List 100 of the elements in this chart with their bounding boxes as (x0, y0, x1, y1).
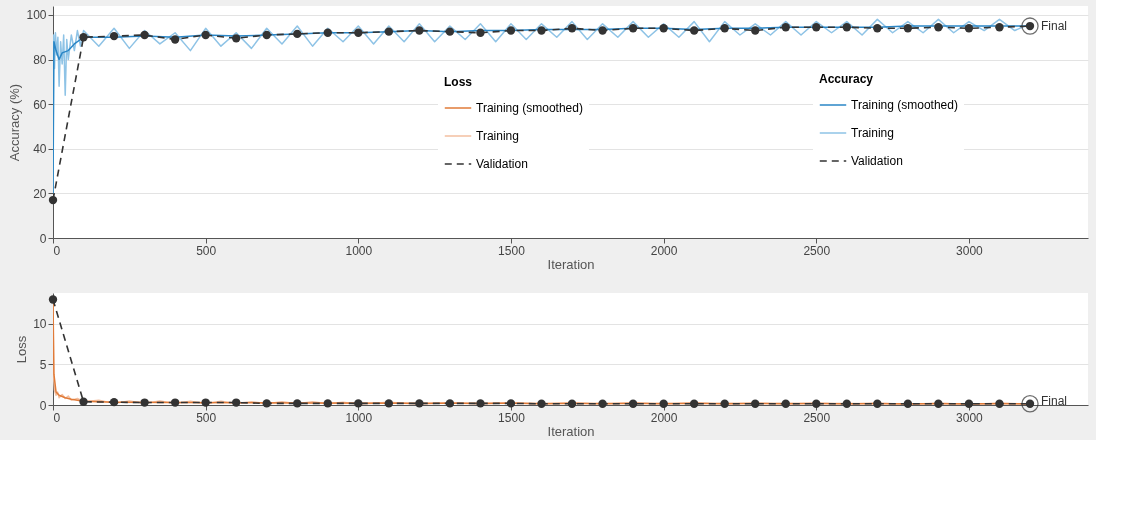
legend-title: Accuracy (819, 72, 874, 86)
x-axis-title: Iteration (547, 256, 595, 272)
x-tick-label: 1500 (498, 243, 526, 258)
point (812, 399, 821, 408)
point (384, 399, 394, 408)
y-tick-label: 80 (33, 53, 47, 68)
point (934, 23, 943, 32)
point (751, 26, 760, 35)
point (201, 30, 210, 40)
point (384, 27, 394, 36)
x-tick-label: 0 (53, 243, 61, 258)
point (323, 399, 332, 408)
point (232, 34, 241, 43)
x-tick-label: 500 (196, 410, 217, 425)
point (445, 399, 455, 408)
y-tick-label: 10 (33, 317, 47, 332)
x-tick-label: 1000 (345, 410, 373, 425)
point (354, 399, 363, 408)
point (262, 399, 271, 408)
point (537, 399, 546, 408)
point (903, 399, 913, 408)
legend-label: Training (smoothed) (476, 101, 583, 115)
point (628, 399, 638, 408)
point (537, 26, 546, 35)
point (506, 26, 516, 35)
point (170, 398, 180, 407)
point (476, 399, 485, 408)
point (842, 399, 851, 408)
point (506, 399, 516, 408)
point (812, 23, 821, 32)
point (689, 399, 699, 408)
y-tick-label: 60 (33, 97, 47, 112)
legend-title: Loss (444, 75, 473, 89)
point (232, 398, 241, 407)
x-tick-label: 2000 (650, 410, 678, 425)
point (934, 399, 943, 408)
point (109, 31, 119, 41)
point (995, 399, 1004, 408)
point (323, 28, 332, 37)
x-tick-label: 3000 (956, 410, 984, 425)
y-tick-label: 5 (39, 357, 47, 372)
annotation: Final (1040, 19, 1068, 34)
point (79, 397, 88, 406)
x-tick-label: 1500 (498, 410, 526, 425)
point (445, 27, 455, 36)
point (598, 26, 607, 35)
point (964, 399, 974, 408)
legend-label: Validation (851, 154, 903, 168)
point (781, 23, 790, 32)
legend-label: Training (smoothed) (851, 98, 958, 112)
annotation: Final (1040, 393, 1068, 408)
point (262, 30, 271, 40)
point (415, 399, 424, 408)
x-tick-label: 2000 (650, 243, 678, 258)
point (415, 26, 424, 35)
point (140, 30, 149, 40)
point (903, 24, 913, 33)
point (628, 24, 638, 33)
x-tick-label: 2500 (803, 410, 831, 425)
point (720, 399, 729, 408)
x-tick-label: 0 (53, 410, 61, 425)
point (873, 399, 882, 408)
x-tick-label: 2500 (803, 243, 831, 258)
point (567, 24, 577, 33)
point (720, 24, 729, 33)
point (781, 399, 790, 408)
y-tick-label: 0 (39, 231, 47, 246)
point (293, 29, 302, 39)
point (873, 24, 882, 33)
point (659, 24, 668, 33)
point (201, 398, 210, 407)
y-tick-label: 20 (33, 186, 47, 201)
point (140, 398, 149, 407)
x-axis-title: Iteration (547, 423, 595, 439)
y-tick-label: 0 (39, 398, 47, 413)
point (293, 399, 302, 408)
y-tick-label: 100 (26, 8, 47, 23)
legend-label: Validation (476, 157, 528, 171)
point (995, 23, 1004, 32)
point (567, 399, 577, 408)
point (354, 28, 363, 37)
y-axis-title: Accuracy (%) (7, 83, 23, 162)
point (109, 397, 119, 407)
point (842, 23, 851, 32)
point (79, 33, 88, 42)
point (170, 35, 180, 44)
point (598, 399, 607, 408)
point (659, 399, 668, 408)
legend-label: Training (476, 129, 519, 143)
point (476, 28, 485, 37)
point (689, 26, 699, 35)
x-tick-label: 3000 (956, 243, 984, 258)
point (48, 295, 58, 304)
legend-label: Training (851, 126, 894, 140)
point (964, 24, 974, 33)
x-tick-label: 1000 (345, 243, 373, 258)
point (48, 195, 58, 205)
x-tick-label: 500 (196, 243, 217, 258)
y-axis-title: Loss (14, 335, 30, 364)
y-tick-label: 40 (33, 142, 47, 157)
